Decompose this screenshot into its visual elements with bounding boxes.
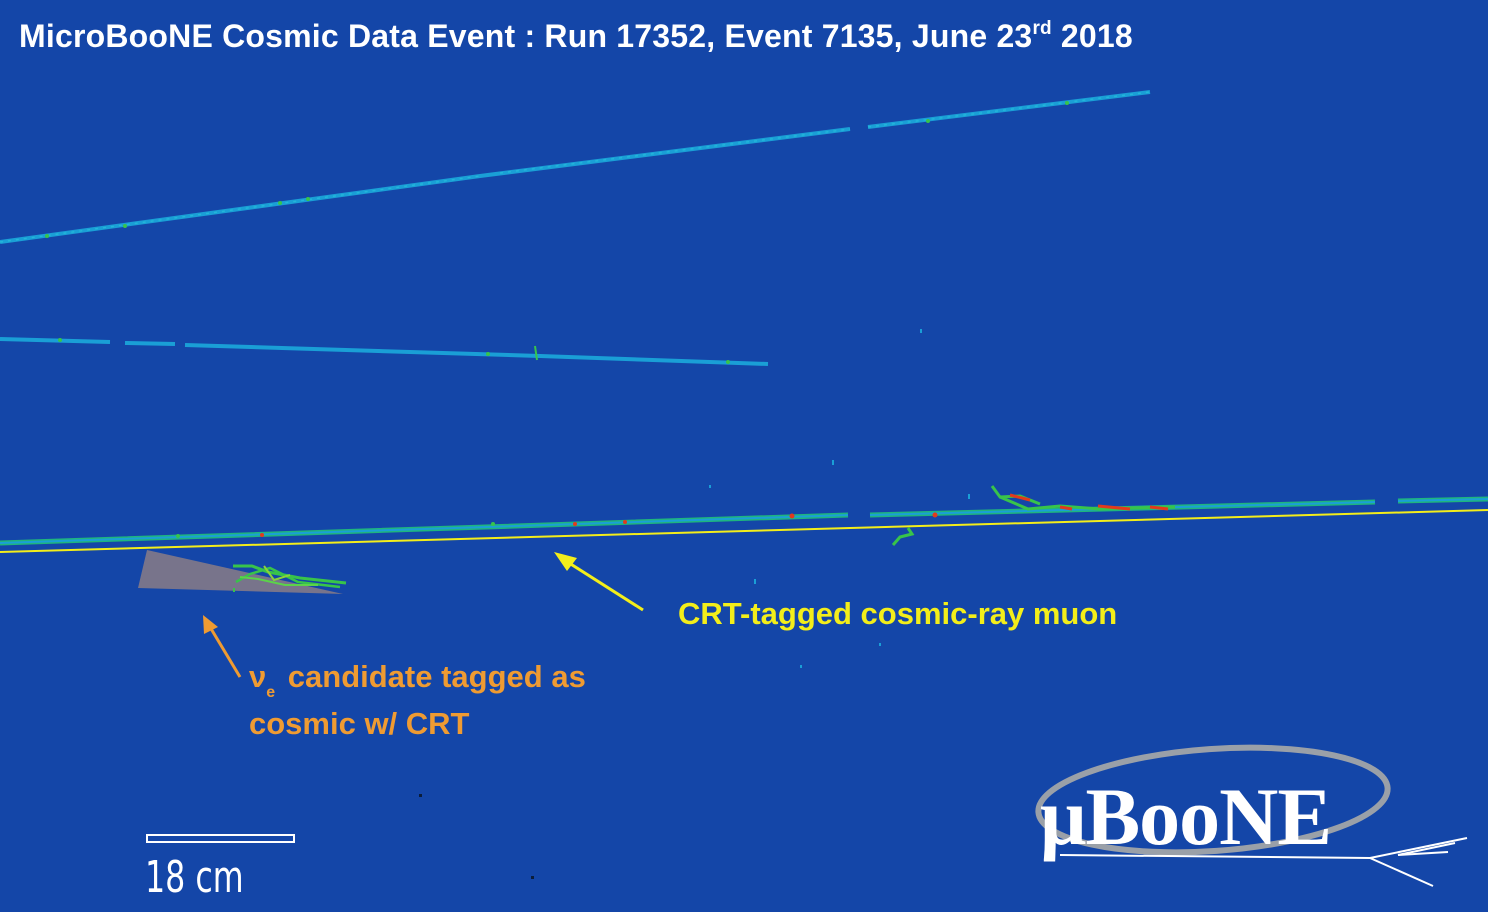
muon-arrow bbox=[554, 552, 644, 612]
uboone-logo: μBooNE bbox=[1040, 771, 1332, 862]
scale-bar-label: 18 cm bbox=[145, 852, 244, 903]
nue-arrow bbox=[203, 615, 242, 678]
page-title: MicroBooNE Cosmic Data Event : Run 17352… bbox=[19, 18, 1133, 54]
uboone-logo-graphic bbox=[1035, 744, 1468, 887]
crt-tagged-muon-track bbox=[0, 485, 1488, 553]
muon-label: CRT-tagged cosmic-ray muon bbox=[678, 596, 1118, 631]
nue-label: νe candidate tagged as cosmic w/ CRT bbox=[249, 659, 586, 741]
nue-candidate bbox=[138, 550, 347, 594]
cosmic-track-middle bbox=[0, 337, 769, 366]
cosmic-track-upper bbox=[0, 90, 1151, 244]
stray-hits bbox=[419, 329, 970, 879]
